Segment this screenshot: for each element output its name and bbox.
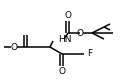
Text: F: F: [87, 49, 92, 58]
Text: O: O: [11, 43, 18, 51]
Text: O: O: [76, 28, 84, 37]
Text: O: O: [64, 11, 71, 20]
Text: O: O: [59, 67, 65, 76]
Text: HN: HN: [58, 36, 71, 45]
